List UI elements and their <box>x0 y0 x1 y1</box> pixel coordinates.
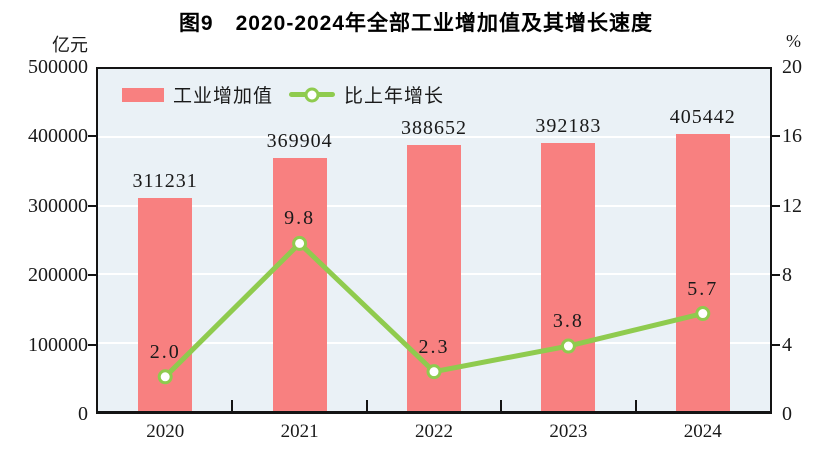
legend-bar-label: 工业增加值 <box>173 86 274 107</box>
y-axis-label-right: 4 <box>782 333 792 356</box>
x-axis-label: 2020 <box>146 421 185 442</box>
x-axis-label: 2024 <box>683 421 722 442</box>
bar <box>272 158 327 411</box>
legend-line-marker-icon <box>304 87 320 102</box>
x-axis-tick <box>231 400 234 411</box>
line-value-label: 9.8 <box>284 207 316 230</box>
line-value-label: 5.7 <box>687 277 719 300</box>
y-axis-tick-left <box>88 343 96 346</box>
x-axis-tick <box>365 400 368 411</box>
legend-line-label: 比上年增长 <box>344 86 445 107</box>
right-axis-unit: % <box>786 31 801 51</box>
chart-title: 图9 2020-2024年全部工业增加值及其增长速度 <box>178 12 654 35</box>
growth-line-marker <box>292 235 308 251</box>
line-value-label: 2.3 <box>418 335 450 358</box>
line-value-label: 2.0 <box>149 340 181 363</box>
y-axis-label-right: 20 <box>782 56 802 78</box>
bar <box>541 142 596 411</box>
growth-line-marker <box>426 364 442 380</box>
bar-value-label: 392183 <box>535 114 602 137</box>
y-axis-label-left: 500000 <box>28 56 88 78</box>
x-axis-label: 2022 <box>415 421 453 442</box>
growth-line-marker <box>157 369 173 385</box>
line-value-label: 3.8 <box>552 310 584 333</box>
x-axis-tick <box>634 400 637 411</box>
y-axis-tick-left <box>88 204 96 207</box>
y-axis-label-left: 400000 <box>28 125 88 148</box>
growth-line-marker <box>695 306 711 322</box>
y-axis-tick-right <box>772 204 780 207</box>
y-axis-tick-left <box>88 274 96 277</box>
y-axis-tick-left <box>88 135 96 138</box>
bar <box>675 133 730 411</box>
bar-value-label: 405442 <box>669 105 736 128</box>
y-axis-label-left: 100000 <box>28 333 88 356</box>
growth-line-marker <box>560 338 576 354</box>
bar-value-label: 311231 <box>132 170 198 193</box>
growth-line <box>157 235 711 385</box>
y-axis-label-right: 8 <box>782 264 792 287</box>
legend-bar-swatch-icon <box>122 87 164 102</box>
y-axis-label-left: 200000 <box>28 264 88 287</box>
y-axis-tick-right <box>772 274 780 277</box>
y-axis-label-right: 0 <box>782 403 792 425</box>
y-axis-label-right: 12 <box>782 194 802 217</box>
y-axis-tick-right <box>772 343 780 346</box>
y-axis-label-left: 300000 <box>28 194 88 217</box>
left-axis-unit: 亿元 <box>52 35 88 55</box>
x-axis-label: 2023 <box>549 421 588 442</box>
x-axis-label: 2021 <box>280 421 319 442</box>
y-axis-label-left: 0 <box>78 403 88 425</box>
legend: 工业增加值 比上年增长 <box>122 81 460 108</box>
y-axis-label-right: 16 <box>782 125 802 148</box>
gridline <box>98 136 770 139</box>
plot-area: 工业增加值 比上年增长 311231 369904 388652 392183 4054… <box>98 69 770 411</box>
x-axis-tick <box>500 400 503 411</box>
bar-value-label: 388652 <box>401 117 467 140</box>
legend-line-swatch-icon <box>289 87 336 102</box>
y-axis-tick-right <box>772 135 780 138</box>
bar-value-label: 369904 <box>266 129 333 152</box>
